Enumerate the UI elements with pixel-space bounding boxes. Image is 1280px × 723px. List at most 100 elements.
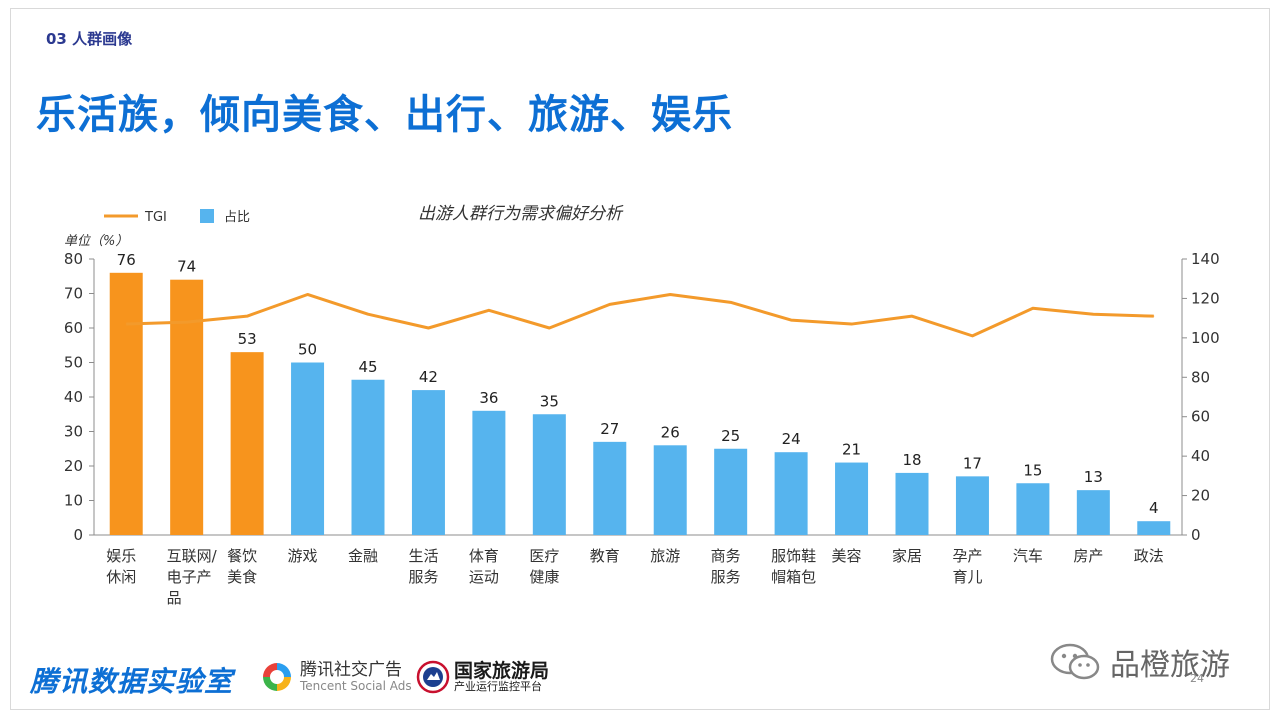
bar-value-label: 74 xyxy=(177,258,196,276)
tgi-point-6 xyxy=(488,309,490,311)
category-label-line: 医疗 xyxy=(529,547,559,565)
category-label-line: 房产 xyxy=(1073,547,1103,565)
category-label-line: 服务 xyxy=(408,568,438,586)
bar-value-label: 35 xyxy=(540,392,559,410)
category-label-line: 美食 xyxy=(227,568,257,586)
bar-value-label: 50 xyxy=(298,341,317,359)
left-axis-tick-label: 30 xyxy=(64,423,83,441)
category-label-line: 休闲 xyxy=(106,568,136,586)
category-label: 娱乐休闲 xyxy=(106,547,136,586)
category-label-line: 育儿 xyxy=(952,568,982,586)
slide-frame xyxy=(10,8,1270,710)
category-label: 医疗健康 xyxy=(529,547,559,586)
category-label-line: 汽车 xyxy=(1013,547,1043,565)
category-label: 旅游 xyxy=(650,547,680,565)
tgi-point-14 xyxy=(971,335,973,337)
right-axis-tick-label: 100 xyxy=(1191,329,1220,347)
category-label-line: 娱乐 xyxy=(106,547,136,565)
category-label: 游戏 xyxy=(288,547,318,565)
bar-13 xyxy=(895,472,929,535)
category-label: 美容 xyxy=(832,547,862,565)
bar-9 xyxy=(653,445,687,535)
left-axis-tick-label: 60 xyxy=(64,319,83,337)
cnta-subtitle: 产业运行监控平台 xyxy=(454,680,542,694)
bar-1 xyxy=(170,279,204,535)
bar-8 xyxy=(593,441,627,535)
category-label-line: 服务 xyxy=(711,568,741,586)
tencent-social-ads-logo: 腾讯社交广告 Tencent Social Ads xyxy=(260,660,412,694)
legend-tgi-label: TGI xyxy=(144,210,167,225)
bar-0 xyxy=(109,272,143,535)
right-axis-tick-label: 40 xyxy=(1191,447,1210,465)
bar-value-label: 36 xyxy=(479,389,498,407)
bar-value-label: 17 xyxy=(963,454,982,472)
bar-value-label: 27 xyxy=(600,420,619,438)
right-axis-tick-label: 140 xyxy=(1191,250,1220,268)
tgi-point-4 xyxy=(367,313,369,315)
bar-value-label: 45 xyxy=(358,358,377,376)
tgi-point-0 xyxy=(125,323,127,325)
category-label: 生活服务 xyxy=(408,547,438,586)
tgi-point-12 xyxy=(851,323,853,325)
category-label: 政法 xyxy=(1134,547,1164,565)
category-label-line: 帽箱包 xyxy=(771,568,816,586)
tgi-point-7 xyxy=(548,327,550,329)
category-label-line: 互联网/ xyxy=(167,547,218,565)
bar-15 xyxy=(1016,483,1050,535)
bar-4 xyxy=(351,379,385,535)
bar-value-label: 25 xyxy=(721,427,740,445)
bar-7 xyxy=(532,414,566,535)
legend-share-swatch xyxy=(200,209,214,223)
category-label: 互联网/电子产品 xyxy=(167,547,218,607)
cnta-name: 国家旅游局 xyxy=(454,659,550,682)
category-label: 房产 xyxy=(1073,547,1103,565)
left-axis-tick-label: 10 xyxy=(64,492,83,510)
category-label: 家居 xyxy=(892,547,922,565)
bar-6 xyxy=(472,410,506,535)
section-label: 03 人群画像 xyxy=(46,30,133,48)
wechat-account-name: 品橙旅游 xyxy=(1110,648,1230,683)
category-label-line: 品 xyxy=(167,589,182,607)
cnta-emblem-icon xyxy=(416,660,450,694)
tgi-point-3 xyxy=(307,293,309,295)
bar-17 xyxy=(1137,521,1171,535)
right-axis-tick-label: 20 xyxy=(1191,487,1210,505)
tgi-point-5 xyxy=(427,327,429,329)
category-label-line: 家居 xyxy=(892,547,922,565)
category-label-line: 教育 xyxy=(590,547,620,565)
category-label: 汽车 xyxy=(1013,547,1043,565)
bar-3 xyxy=(291,362,325,535)
category-label-line: 美容 xyxy=(832,547,862,565)
right-axis-tick-label: 80 xyxy=(1191,368,1210,386)
left-axis-tick-label: 40 xyxy=(64,388,83,406)
left-axis-tick-label: 0 xyxy=(73,526,83,544)
tgi-point-11 xyxy=(790,319,792,321)
tgi-point-10 xyxy=(730,301,732,303)
tgi-line xyxy=(126,292,1154,338)
category-label-line: 金融 xyxy=(348,547,378,565)
tgi-point-17 xyxy=(1153,315,1155,317)
bar-value-label: 53 xyxy=(238,330,257,348)
left-axis-tick-label: 20 xyxy=(64,457,83,475)
tencent-ads-cn: 腾讯社交广告 xyxy=(300,660,402,681)
bar-11 xyxy=(774,452,808,535)
category-label: 孕产育儿 xyxy=(952,547,982,586)
category-label: 服饰鞋帽箱包 xyxy=(771,547,816,586)
category-label: 餐饮美食 xyxy=(227,547,257,586)
bar-value-label: 4 xyxy=(1149,499,1159,517)
tencent-ads-en: Tencent Social Ads xyxy=(300,678,412,693)
bar-value-label: 18 xyxy=(902,451,921,469)
bar-12 xyxy=(835,462,869,535)
right-axis-tick-label: 0 xyxy=(1191,526,1201,544)
left-axis-tick-label: 50 xyxy=(64,354,83,372)
category-label-line: 服饰鞋 xyxy=(771,547,816,565)
tgi-point-13 xyxy=(911,315,913,317)
category-label-line: 孕产 xyxy=(952,547,982,565)
bar-2 xyxy=(230,352,264,535)
bar-value-label: 13 xyxy=(1084,468,1103,486)
bar-value-label: 76 xyxy=(117,251,136,269)
bar-value-label: 21 xyxy=(842,441,861,459)
legend-share-label: 占比 xyxy=(224,210,250,225)
